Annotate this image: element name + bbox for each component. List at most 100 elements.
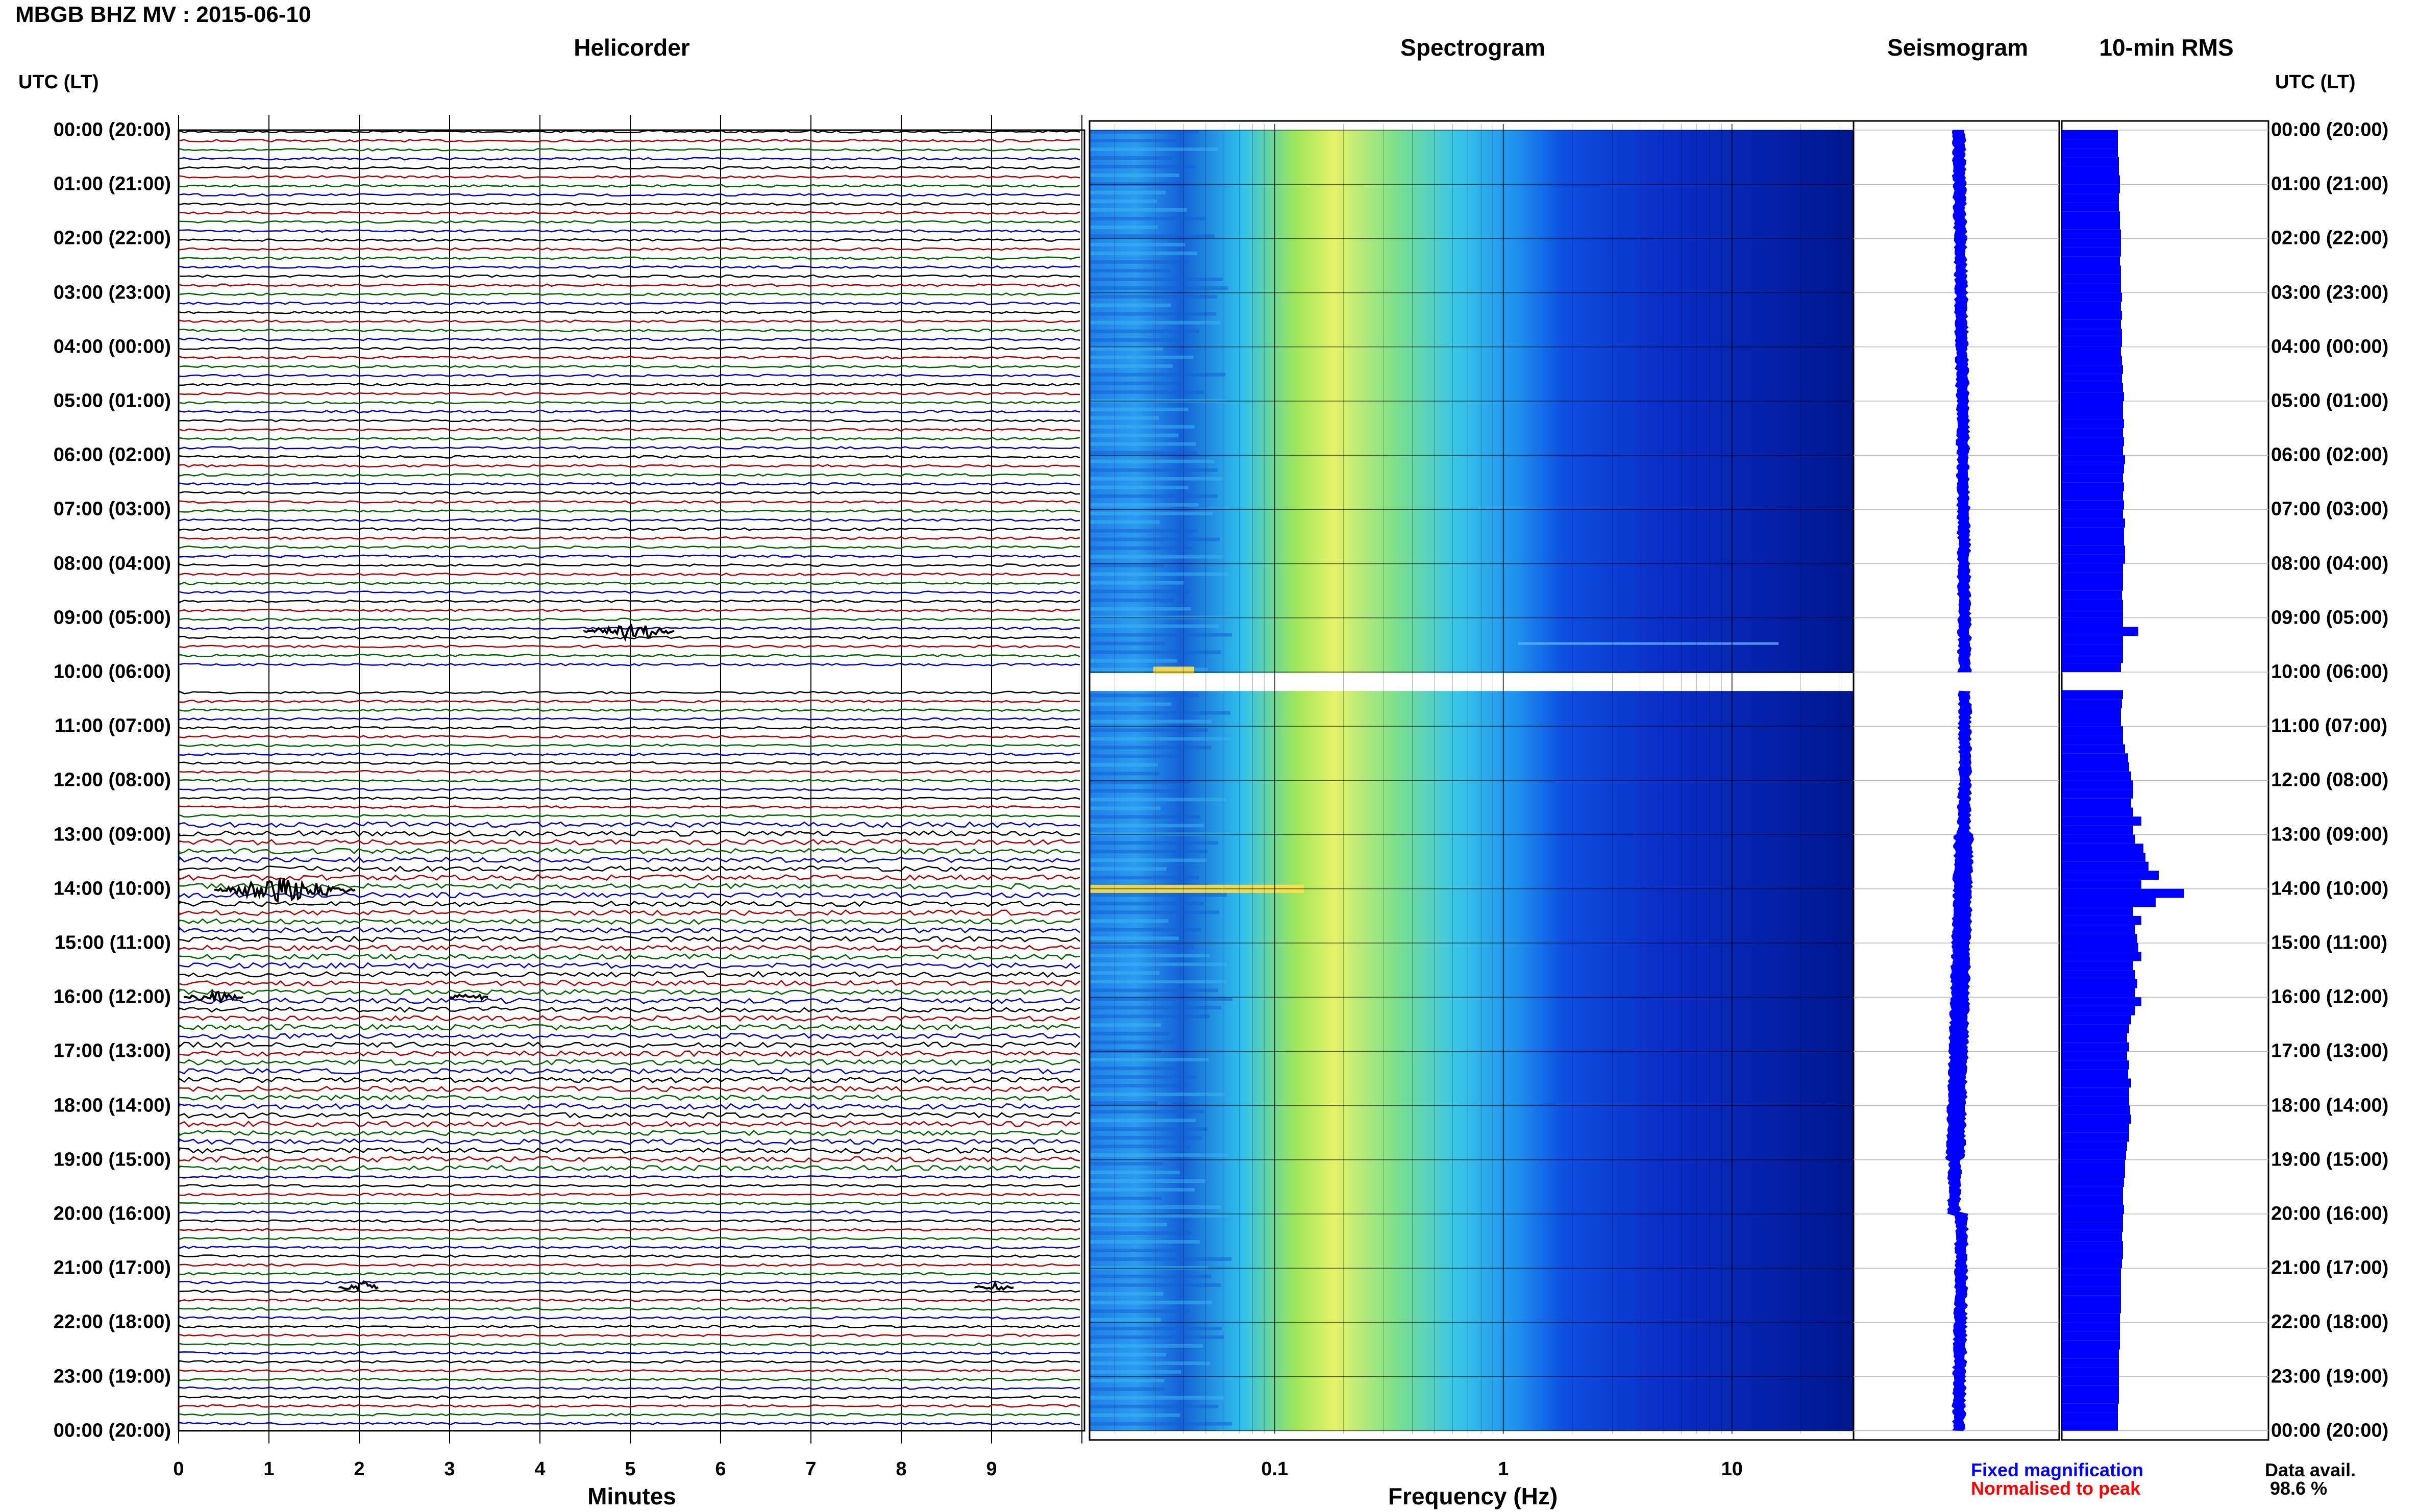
spectrogram-row bbox=[1090, 997, 1232, 1001]
rms-bar bbox=[2062, 166, 2119, 176]
time-label-right: 07:00 (03:00) bbox=[2271, 498, 2389, 520]
helicorder-trace bbox=[179, 1068, 1080, 1075]
helicorder-trace bbox=[179, 129, 1080, 134]
spectrogram-row bbox=[1090, 433, 1179, 437]
helicorder-trace bbox=[179, 1422, 1080, 1426]
helicorder-trace bbox=[179, 410, 1080, 414]
spectrogram-row bbox=[1090, 1231, 1192, 1235]
helicorder-trace bbox=[179, 918, 1080, 925]
spectrogram-row bbox=[1090, 208, 1187, 212]
time-label-right: 09:00 (05:00) bbox=[2271, 607, 2389, 629]
spectrogram-row bbox=[1090, 936, 1179, 940]
rms-bar bbox=[2062, 807, 2133, 817]
spectrogram-row bbox=[1090, 1257, 1232, 1261]
helicorder-trace bbox=[179, 980, 1080, 987]
rms-bar bbox=[2062, 1250, 2123, 1259]
spectrogram-row bbox=[1090, 546, 1193, 550]
spectrogram-row bbox=[1090, 1404, 1219, 1408]
spectrogram-row bbox=[1090, 928, 1201, 932]
helicorder-trace bbox=[179, 962, 1080, 969]
helicorder-trace bbox=[179, 796, 1080, 800]
time-label-right: 22:00 (18:00) bbox=[2271, 1311, 2389, 1333]
seismic-event bbox=[974, 1280, 1014, 1291]
helicorder-trace bbox=[179, 717, 1080, 721]
spectrogram-row bbox=[1090, 876, 1199, 880]
helicorder-trace bbox=[179, 292, 1080, 296]
rms-bar bbox=[2062, 148, 2118, 158]
spectrogram-row bbox=[1090, 720, 1212, 724]
rms-bar bbox=[2062, 229, 2121, 239]
spectrogram-row bbox=[1090, 945, 1194, 949]
spectrogram-row bbox=[1090, 1119, 1196, 1123]
time-label-left: 00:00 (20:00) bbox=[53, 1420, 171, 1442]
rms-bar bbox=[2062, 1367, 2119, 1377]
spectrogram-row bbox=[1090, 1344, 1203, 1348]
rms-bar bbox=[2062, 283, 2121, 293]
helicorder-trace bbox=[179, 1395, 1080, 1399]
helicorder-trace bbox=[179, 391, 1080, 395]
time-label-left: 03:00 (23:00) bbox=[53, 282, 171, 304]
rms-panel bbox=[2061, 120, 2269, 1441]
spectrogram-row bbox=[1090, 1197, 1162, 1200]
time-label-left: 11:00 (07:00) bbox=[54, 715, 171, 737]
spectrogram-row bbox=[1090, 442, 1196, 446]
spectrogram-row bbox=[1090, 893, 1227, 897]
spectrogram-row bbox=[1090, 824, 1204, 828]
spectrogram-row bbox=[1090, 1136, 1202, 1140]
spectrogram-row bbox=[1090, 1309, 1191, 1313]
spectrogram-row bbox=[1090, 139, 1182, 142]
helicorder-trace bbox=[179, 805, 1080, 809]
seismic-event bbox=[183, 988, 243, 1004]
helicorder-trace bbox=[179, 988, 1080, 996]
rms-bar bbox=[2062, 319, 2121, 329]
seismic-event bbox=[449, 993, 488, 1001]
spectrogram-row bbox=[1090, 581, 1184, 585]
spectrogram-row bbox=[1090, 1318, 1161, 1322]
helicorder-trace bbox=[179, 1404, 1080, 1408]
helicorder-trace bbox=[179, 909, 1080, 916]
helicorder-trace bbox=[179, 627, 1080, 631]
spectrogram-row bbox=[1090, 425, 1195, 429]
helicorder-trace bbox=[179, 1129, 1080, 1136]
rms-bar bbox=[2062, 1196, 2123, 1205]
spectrogram-row bbox=[1090, 988, 1218, 993]
helicorder-trace bbox=[179, 708, 1080, 712]
rms-bar bbox=[2062, 654, 2123, 663]
spectrogram-row bbox=[1090, 277, 1224, 281]
rms-bar bbox=[2062, 753, 2128, 762]
spectrogram-row bbox=[1090, 165, 1197, 168]
spectrogram-row bbox=[1090, 858, 1207, 862]
helicorder-trace bbox=[179, 455, 1080, 459]
helicorder-trace bbox=[179, 1076, 1080, 1083]
helicorder-trace bbox=[179, 814, 1080, 818]
rms-bar bbox=[2062, 1015, 2131, 1025]
spectrogram-row bbox=[1090, 780, 1191, 784]
spectrogram-row bbox=[1090, 572, 1229, 576]
spectrogram-lower bbox=[1090, 691, 1854, 1431]
rms-bar bbox=[2062, 1024, 2129, 1033]
helicorder-trace bbox=[179, 581, 1080, 585]
spectrogram-row bbox=[1090, 1370, 1181, 1374]
rms-bar bbox=[2062, 844, 2143, 853]
time-label-right: 14:00 (10:00) bbox=[2271, 878, 2389, 900]
rms-bar bbox=[2062, 898, 2156, 907]
rms-bar bbox=[2062, 419, 2124, 429]
spectrogram-row bbox=[1090, 346, 1164, 351]
rms-bar bbox=[2062, 1331, 2120, 1341]
spectrogram-row bbox=[1090, 477, 1223, 481]
spectrogram-row bbox=[1090, 954, 1210, 958]
rms-bar bbox=[2062, 789, 2133, 799]
rms-bar bbox=[2062, 1114, 2131, 1124]
helicorder-trace bbox=[179, 1245, 1080, 1249]
rms-bar bbox=[2062, 834, 2135, 844]
spectrogram-row bbox=[1090, 242, 1185, 246]
spectrogram-row bbox=[1090, 1361, 1211, 1365]
helicorder-trace bbox=[179, 545, 1080, 549]
helicorder-trace bbox=[179, 554, 1080, 558]
helicorder-trace bbox=[179, 572, 1080, 576]
helicorder-trace bbox=[179, 220, 1080, 224]
helicorder-trace bbox=[179, 1298, 1080, 1302]
spectrogram-row bbox=[1090, 867, 1167, 871]
spectrogram-row bbox=[1090, 225, 1158, 229]
helicorder-trace bbox=[179, 599, 1080, 604]
